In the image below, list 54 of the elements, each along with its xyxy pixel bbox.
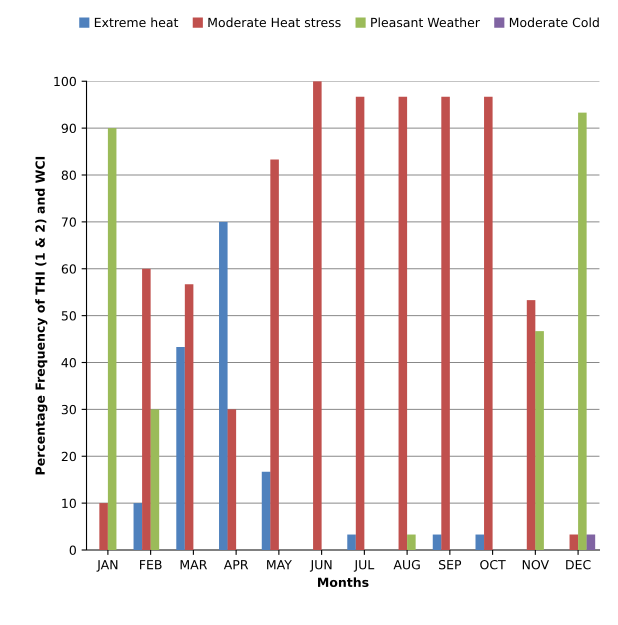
x-tick-label: MAY bbox=[267, 560, 292, 570]
y-tick-label: 50 bbox=[62, 311, 76, 321]
y-tick-label: 60 bbox=[62, 264, 76, 274]
x-tick-label: FEB bbox=[140, 560, 162, 570]
y-tick-label: 0 bbox=[70, 545, 76, 555]
bar bbox=[570, 534, 578, 550]
bar bbox=[398, 96, 408, 550]
bar bbox=[441, 96, 450, 550]
bar bbox=[228, 409, 236, 550]
y-tick-label: 10 bbox=[62, 498, 76, 508]
x-axis-title: Months bbox=[318, 577, 369, 588]
bar bbox=[184, 284, 194, 550]
y-tick-label: 90 bbox=[62, 124, 76, 134]
x-tick-label: DEC bbox=[566, 560, 591, 570]
bar bbox=[578, 112, 587, 550]
bar bbox=[99, 503, 108, 550]
bar bbox=[262, 472, 270, 550]
x-tick-label: AUG bbox=[394, 560, 420, 570]
x-tick-label: SEP bbox=[438, 560, 462, 570]
bar bbox=[356, 96, 364, 550]
legend-label: Extreme heat bbox=[94, 18, 178, 28]
x-tick-label: JUL bbox=[354, 560, 374, 572]
x-tick-label: NOV bbox=[522, 560, 549, 570]
y-tick-label: 30 bbox=[62, 404, 76, 414]
bar bbox=[586, 534, 596, 550]
x-tick-label: JUN bbox=[310, 560, 332, 572]
bar bbox=[313, 81, 322, 550]
legend-label: Pleasant Weather bbox=[371, 18, 480, 28]
y-tick-label: 20 bbox=[62, 452, 76, 462]
bar bbox=[347, 534, 356, 550]
legend-label: Moderate Heat stress bbox=[208, 18, 341, 28]
x-tick-label: OCT bbox=[480, 560, 506, 570]
bar bbox=[476, 534, 484, 550]
bar bbox=[484, 96, 493, 550]
bar bbox=[176, 347, 185, 550]
y-tick-label: 70 bbox=[62, 217, 76, 227]
bar bbox=[407, 534, 416, 550]
y-tick-label: 100 bbox=[54, 76, 76, 86]
bar bbox=[108, 128, 116, 550]
y-tick-label: 40 bbox=[62, 358, 76, 368]
bar bbox=[526, 300, 536, 550]
legend-label: Moderate Cold bbox=[510, 18, 599, 28]
y-axis-title: Percentage Frequency of THI (1 & 2) and WCI bbox=[35, 156, 48, 474]
bar bbox=[535, 331, 544, 550]
bar bbox=[142, 268, 151, 550]
x-tick-label: MAR bbox=[180, 560, 208, 570]
bar bbox=[134, 503, 142, 550]
x-tick-label: APR bbox=[224, 560, 248, 570]
bar bbox=[432, 534, 442, 550]
bar bbox=[150, 409, 160, 550]
bar bbox=[219, 222, 228, 550]
bar bbox=[270, 160, 279, 550]
y-tick-label: 80 bbox=[62, 170, 76, 180]
x-tick-label: JAN bbox=[96, 560, 118, 572]
